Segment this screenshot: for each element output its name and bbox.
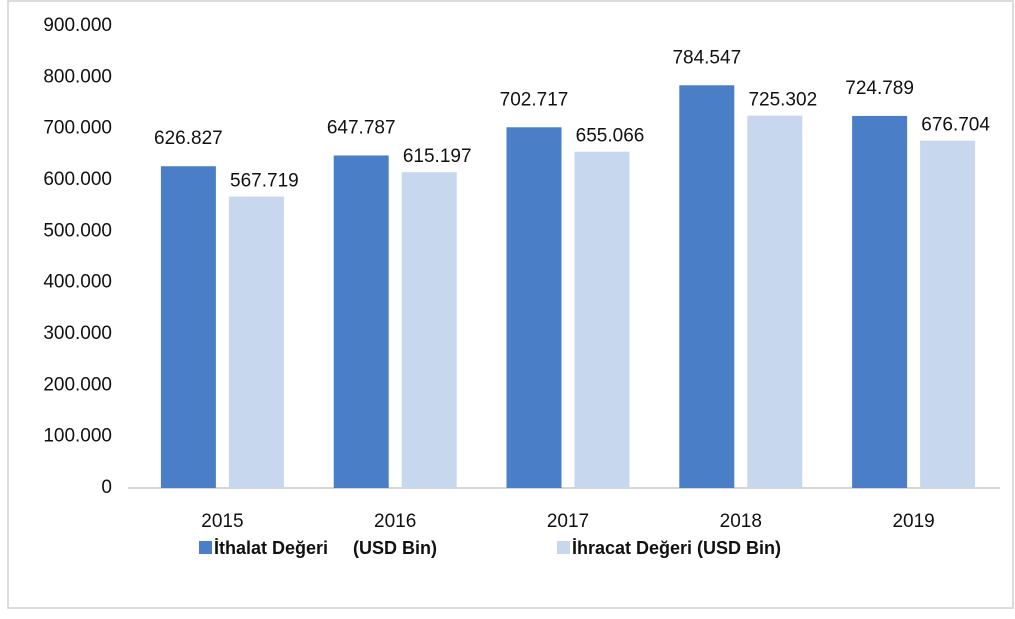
- y-tick-label: 300.000: [43, 323, 112, 344]
- bar: [920, 140, 976, 488]
- data-label: 702.717: [500, 89, 569, 110]
- data-label: 655.066: [576, 126, 645, 147]
- x-tick-label: 2015: [201, 511, 243, 532]
- bar: [506, 127, 562, 488]
- y-tick-label: 100.000: [43, 426, 112, 447]
- bar: [160, 166, 216, 488]
- data-label: 626.827: [154, 128, 223, 149]
- y-tick-label: 800.000: [43, 66, 112, 87]
- bar: [333, 155, 389, 488]
- y-tick-label: 400.000: [43, 272, 112, 293]
- legend-swatch: [557, 541, 570, 554]
- y-tick-label: 700.000: [43, 118, 112, 139]
- bar: [679, 85, 735, 489]
- y-tick-label: 600.000: [43, 169, 112, 190]
- bar: [574, 151, 630, 488]
- data-label: 725.302: [748, 90, 817, 111]
- y-tick-label: 500.000: [43, 220, 112, 241]
- data-label: 784.547: [672, 47, 741, 68]
- x-tick-label: 2017: [547, 511, 589, 532]
- legend-swatch: [199, 541, 212, 554]
- x-tick-label: 2016: [374, 511, 416, 532]
- data-label: 615.197: [403, 146, 472, 167]
- x-tick-label: 2018: [720, 511, 762, 532]
- bar: [228, 196, 284, 488]
- legend-label: İthalat Değeri (USD Bin): [214, 538, 437, 558]
- y-tick-label: 0: [101, 477, 112, 498]
- y-tick-label: 900.000: [43, 15, 112, 36]
- data-label: 676.704: [921, 115, 990, 136]
- bar: [852, 115, 908, 488]
- data-label: 567.719: [230, 171, 299, 192]
- bar: [401, 172, 457, 489]
- legend-label: İhracat Değeri (USD Bin): [572, 538, 781, 558]
- bar: [747, 115, 803, 488]
- data-label: 647.787: [327, 117, 396, 138]
- y-tick-label: 200.000: [43, 374, 112, 395]
- x-tick-label: 2019: [892, 511, 934, 532]
- data-label: 724.789: [845, 78, 914, 99]
